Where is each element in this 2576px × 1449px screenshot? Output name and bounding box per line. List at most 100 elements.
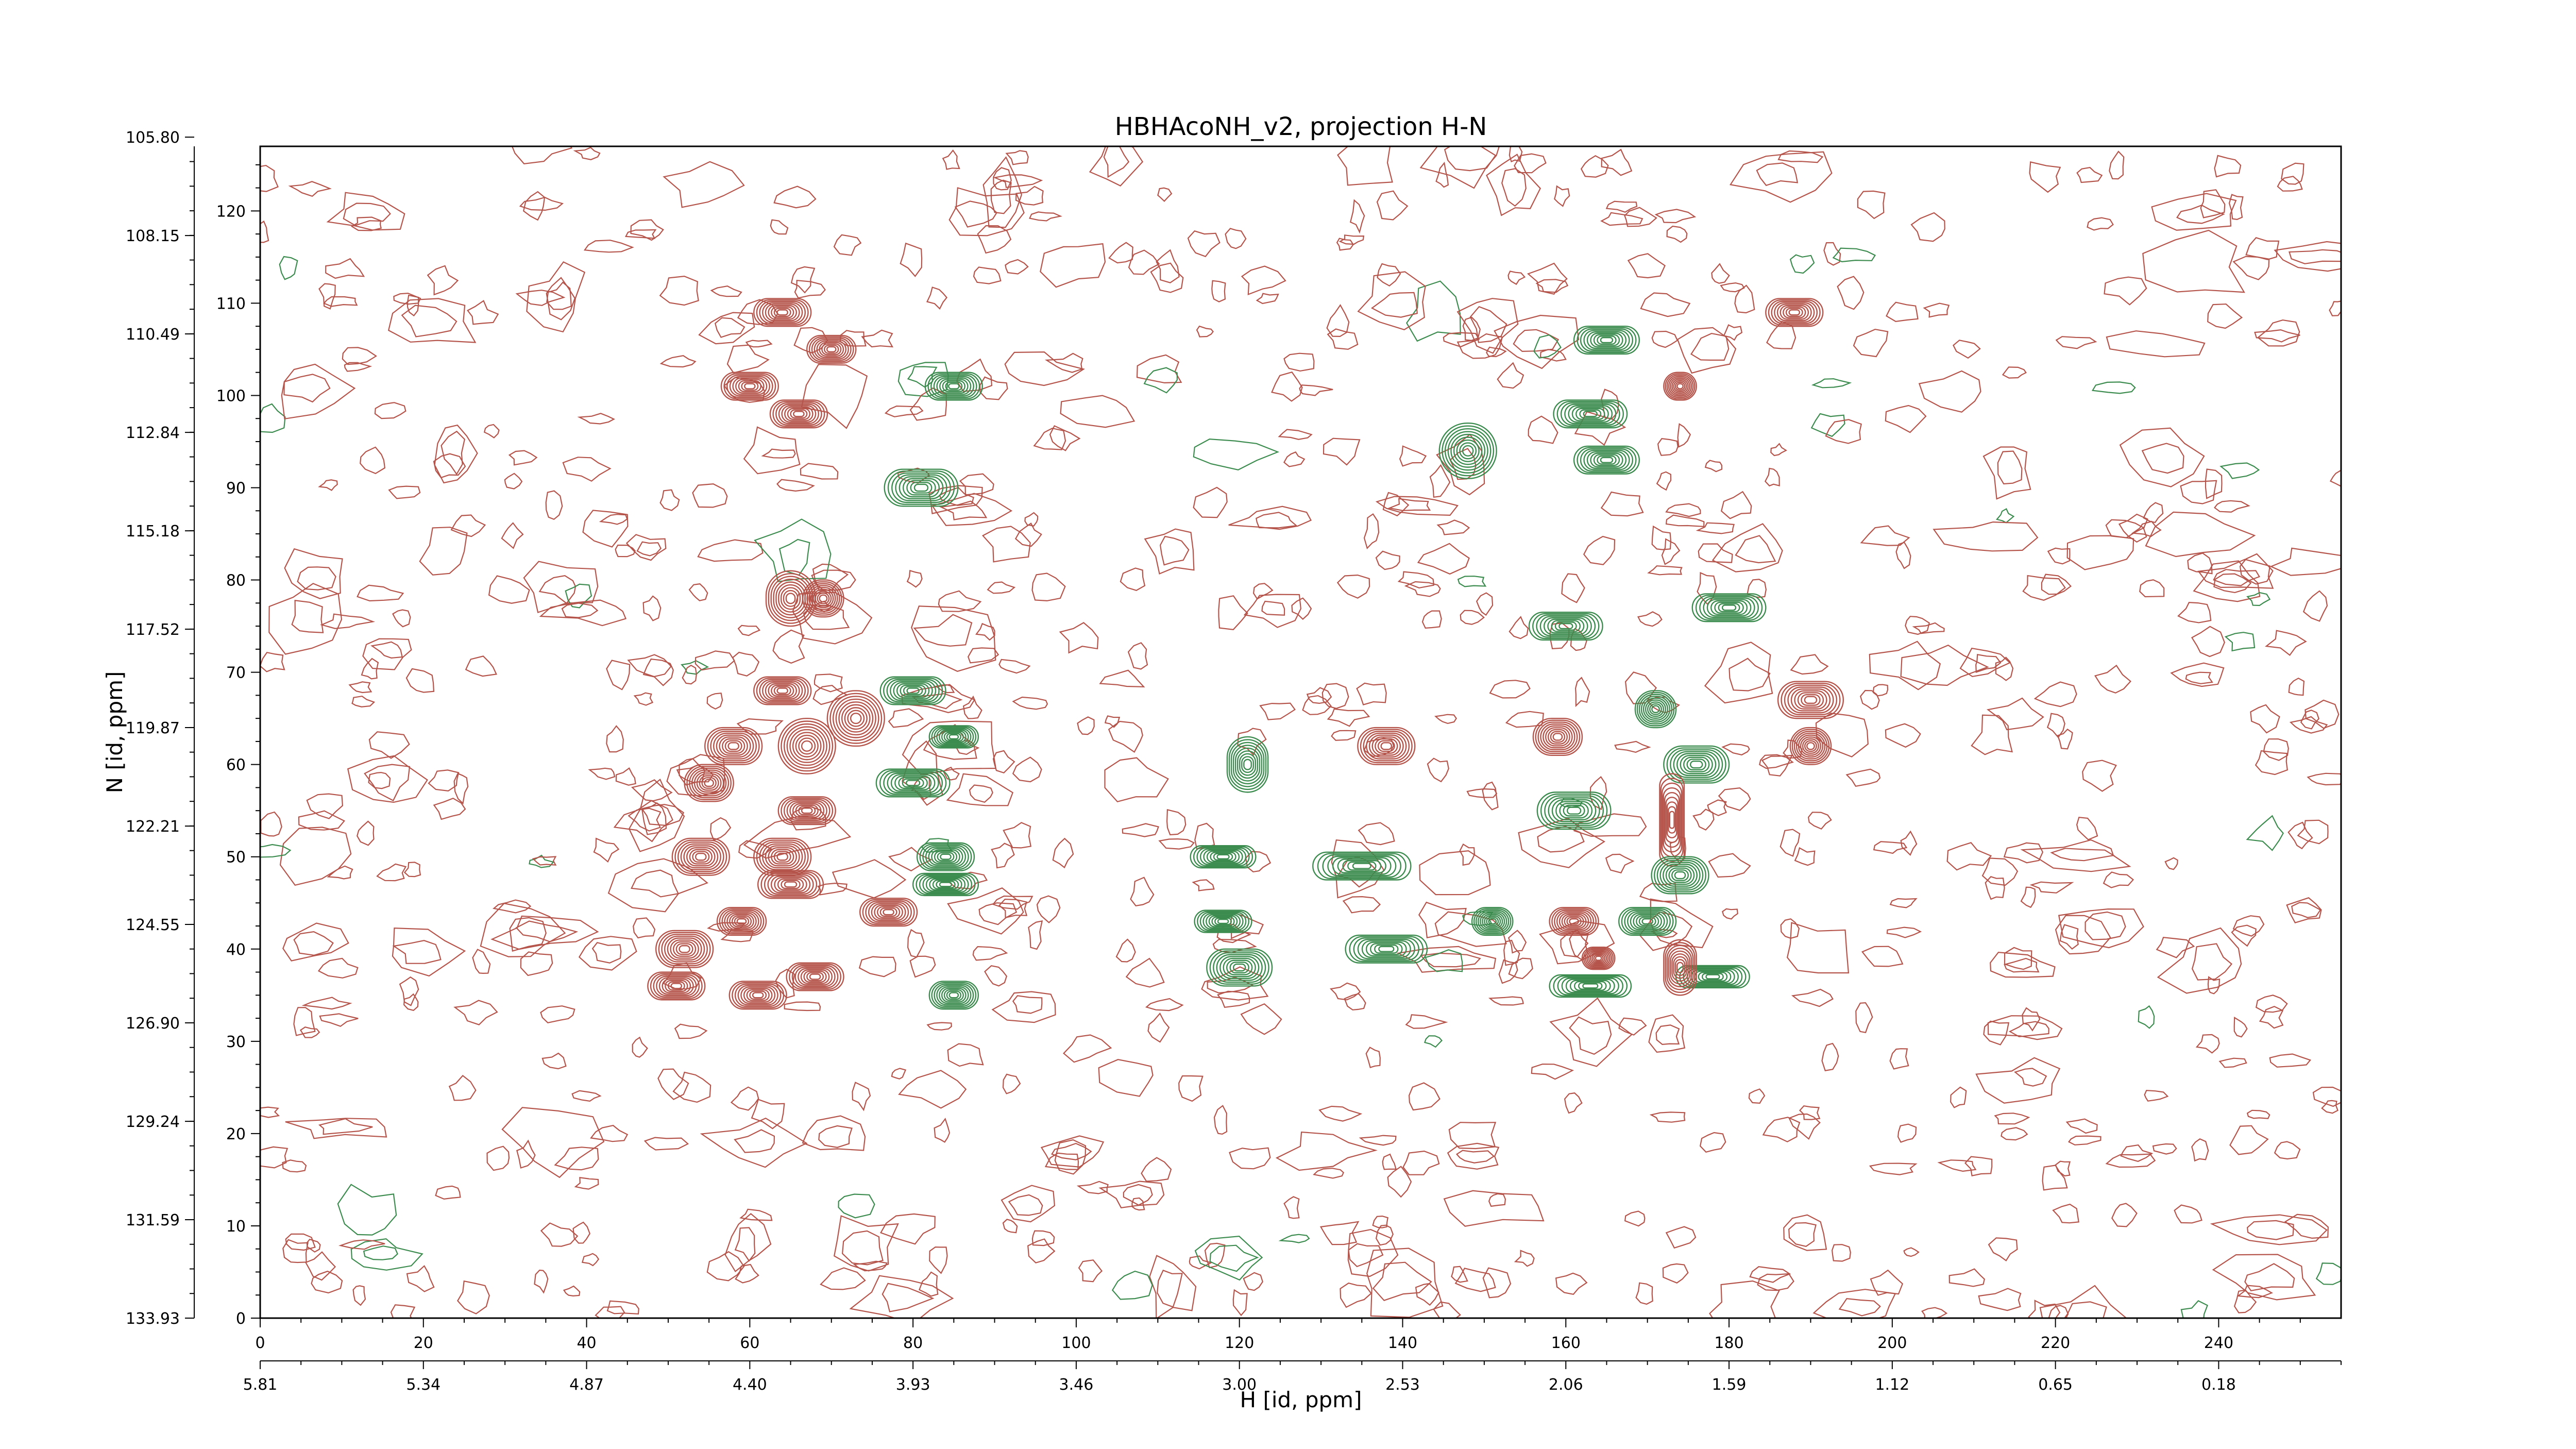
noise-contour: [1561, 573, 1585, 603]
noise-contour: [1982, 446, 2031, 500]
plot-frame: [259, 145, 2342, 1319]
peak-contour-ring: [734, 983, 782, 1007]
noise-contour: [1349, 199, 1365, 234]
noise-contour: [2020, 839, 2131, 872]
noise-contour: [2213, 573, 2252, 594]
noise-contour: [279, 827, 352, 886]
peak-contour-ring: [1540, 793, 1608, 828]
peak-contour-ring: [929, 878, 962, 891]
peak-contour-ring: [1642, 697, 1669, 721]
peak-contour-ring: [948, 992, 959, 999]
peak-contour-ring: [1232, 963, 1246, 972]
noise-contour: [1601, 148, 1633, 176]
noise-contour: [1885, 405, 1927, 433]
noise-contour: [2218, 1057, 2247, 1068]
peak-contour-ring: [1366, 732, 1407, 760]
noise-contour: [1232, 1289, 1248, 1317]
noise-contour: [1514, 153, 1547, 174]
noise-contour: [1885, 723, 1921, 748]
noise-contour: [2105, 519, 2145, 538]
noise-contour: [2274, 1141, 2301, 1160]
noise-contour: [1918, 370, 1981, 413]
noise-contour: [1554, 185, 1570, 207]
x-index-tick-label: 0: [255, 1334, 265, 1352]
noise-contour: [1443, 1190, 1545, 1227]
noise-contour: [539, 599, 627, 627]
peak-contour-ring: [1721, 604, 1737, 611]
peak-contour-ring: [769, 399, 828, 429]
x-ppm-tick-label: 4.40: [733, 1376, 767, 1394]
noise-contour: [490, 915, 599, 950]
noise-contour: [2219, 462, 2260, 479]
peak-contour-ring: [670, 939, 699, 959]
noise-contour: [387, 298, 477, 343]
positive-peak: [655, 930, 714, 968]
noise-contour: [2304, 699, 2340, 729]
negative-peak: [1345, 934, 1428, 964]
noise-contour: [1649, 1111, 1686, 1123]
peak-contour-ring: [1665, 373, 1696, 399]
noise-contour: [350, 216, 382, 231]
peak-contour-ring: [740, 986, 776, 1004]
noise-contour: [1527, 262, 1568, 295]
noise-contour: [2191, 1138, 2209, 1162]
peak-contour-ring: [1236, 750, 1259, 779]
noise-contour: [820, 1267, 866, 1290]
noise-contour: [1429, 464, 1451, 498]
peak-contour-ring: [1194, 909, 1252, 933]
peak-contour-ring: [1597, 335, 1617, 345]
peak-contour-ring: [913, 483, 929, 492]
noise-contour: [849, 1275, 954, 1318]
peak-contour-ring: [1213, 853, 1233, 861]
peak-contour-ring: [1545, 727, 1570, 747]
peak-contour-ring: [928, 848, 963, 866]
noise-contour: [456, 1280, 490, 1315]
peak-contour-ring: [883, 678, 943, 704]
peak-contour-ring: [1209, 950, 1269, 985]
peak-contour-ring: [1226, 736, 1269, 793]
negative-peak: [884, 468, 959, 507]
negative-peak: [928, 725, 979, 749]
noise-contour: [1975, 1057, 2061, 1104]
peak-contour-ring: [1357, 938, 1415, 959]
peak-contour-ring: [1630, 912, 1665, 931]
peak-contour-ring: [792, 732, 822, 761]
noise-contour: [1145, 998, 1184, 1012]
noise-contour: [1060, 395, 1136, 428]
noise-contour: [1711, 263, 1730, 284]
peak-contour-ring: [1651, 705, 1660, 713]
noise-contour: [348, 681, 372, 694]
peak-contour-ring: [1208, 915, 1238, 928]
peak-contour-ring: [1363, 731, 1410, 762]
noise-contour: [1451, 1266, 1468, 1283]
noise-contour: [590, 1124, 629, 1142]
peak-contour-ring: [801, 807, 813, 814]
noise-contour: [1143, 367, 1178, 394]
noise-contour: [1327, 328, 1359, 350]
noise-contour: [1014, 522, 1042, 547]
noise-contour: [2046, 713, 2065, 738]
peak-contour-ring: [765, 682, 800, 700]
peak-contour-ring: [1317, 853, 1406, 879]
noise-contour: [1417, 543, 1470, 575]
noise-contour: [643, 1137, 689, 1151]
noise-contour: [926, 1022, 952, 1031]
noise-contour: [1786, 922, 1850, 974]
x-ppm-tick-label: 1.59: [1712, 1376, 1747, 1394]
x-ppm-tick-label: 3.00: [1222, 1376, 1257, 1394]
peak-contour-ring: [786, 726, 827, 766]
noise-contour: [1051, 1142, 1092, 1160]
noise-contour: [1256, 293, 1279, 305]
x-ppm-tick-label: 2.53: [1385, 1376, 1420, 1394]
noise-contour: [1098, 1059, 1154, 1097]
peak-contour-ring: [1360, 729, 1413, 764]
noise-contour: [2307, 772, 2341, 786]
peak-contour-ring: [850, 713, 862, 724]
noise-contour: [772, 629, 805, 664]
peak-contour-ring: [1551, 620, 1581, 632]
y-ppm-tick-label: 119.87: [126, 719, 180, 737]
noise-contour: [370, 641, 403, 659]
peak-contour-ring: [1673, 956, 1687, 979]
noise-contour: [954, 200, 998, 228]
noise-contour: [326, 192, 405, 231]
